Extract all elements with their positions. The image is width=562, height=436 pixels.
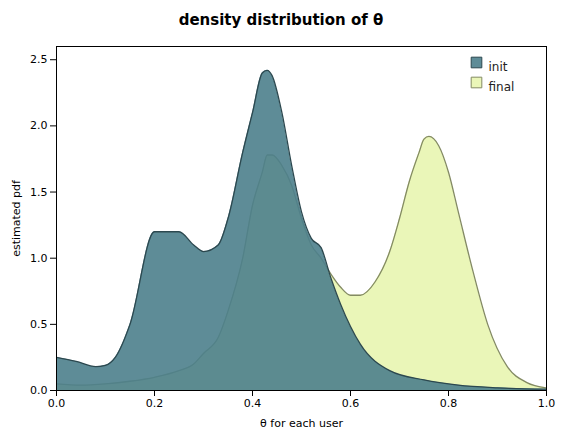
svg-text:0.8: 0.8 [440, 397, 458, 410]
svg-text:0.5: 0.5 [30, 318, 48, 331]
svg-text:0.0: 0.0 [30, 384, 48, 397]
html-text:density distribution of θ: density distribution of θ [178, 11, 384, 29]
svg-text:0.2: 0.2 [146, 397, 164, 410]
svg-text:0.6: 0.6 [342, 397, 360, 410]
svg-text:1.5: 1.5 [30, 186, 48, 199]
svg-text:0.4: 0.4 [244, 397, 262, 410]
svg-text:init: init [489, 60, 508, 74]
svg-text:estimated pdf: estimated pdf [10, 179, 23, 257]
svg-text:1.0: 1.0 [30, 252, 48, 265]
svg-text:2.5: 2.5 [30, 53, 48, 66]
svg-text:final: final [489, 80, 515, 94]
svg-text:θ for each user: θ for each user [260, 417, 343, 430]
svg-text:0.0: 0.0 [48, 397, 66, 410]
svg-text:1.0: 1.0 [538, 397, 556, 410]
svg-text:2.0: 2.0 [30, 119, 48, 132]
